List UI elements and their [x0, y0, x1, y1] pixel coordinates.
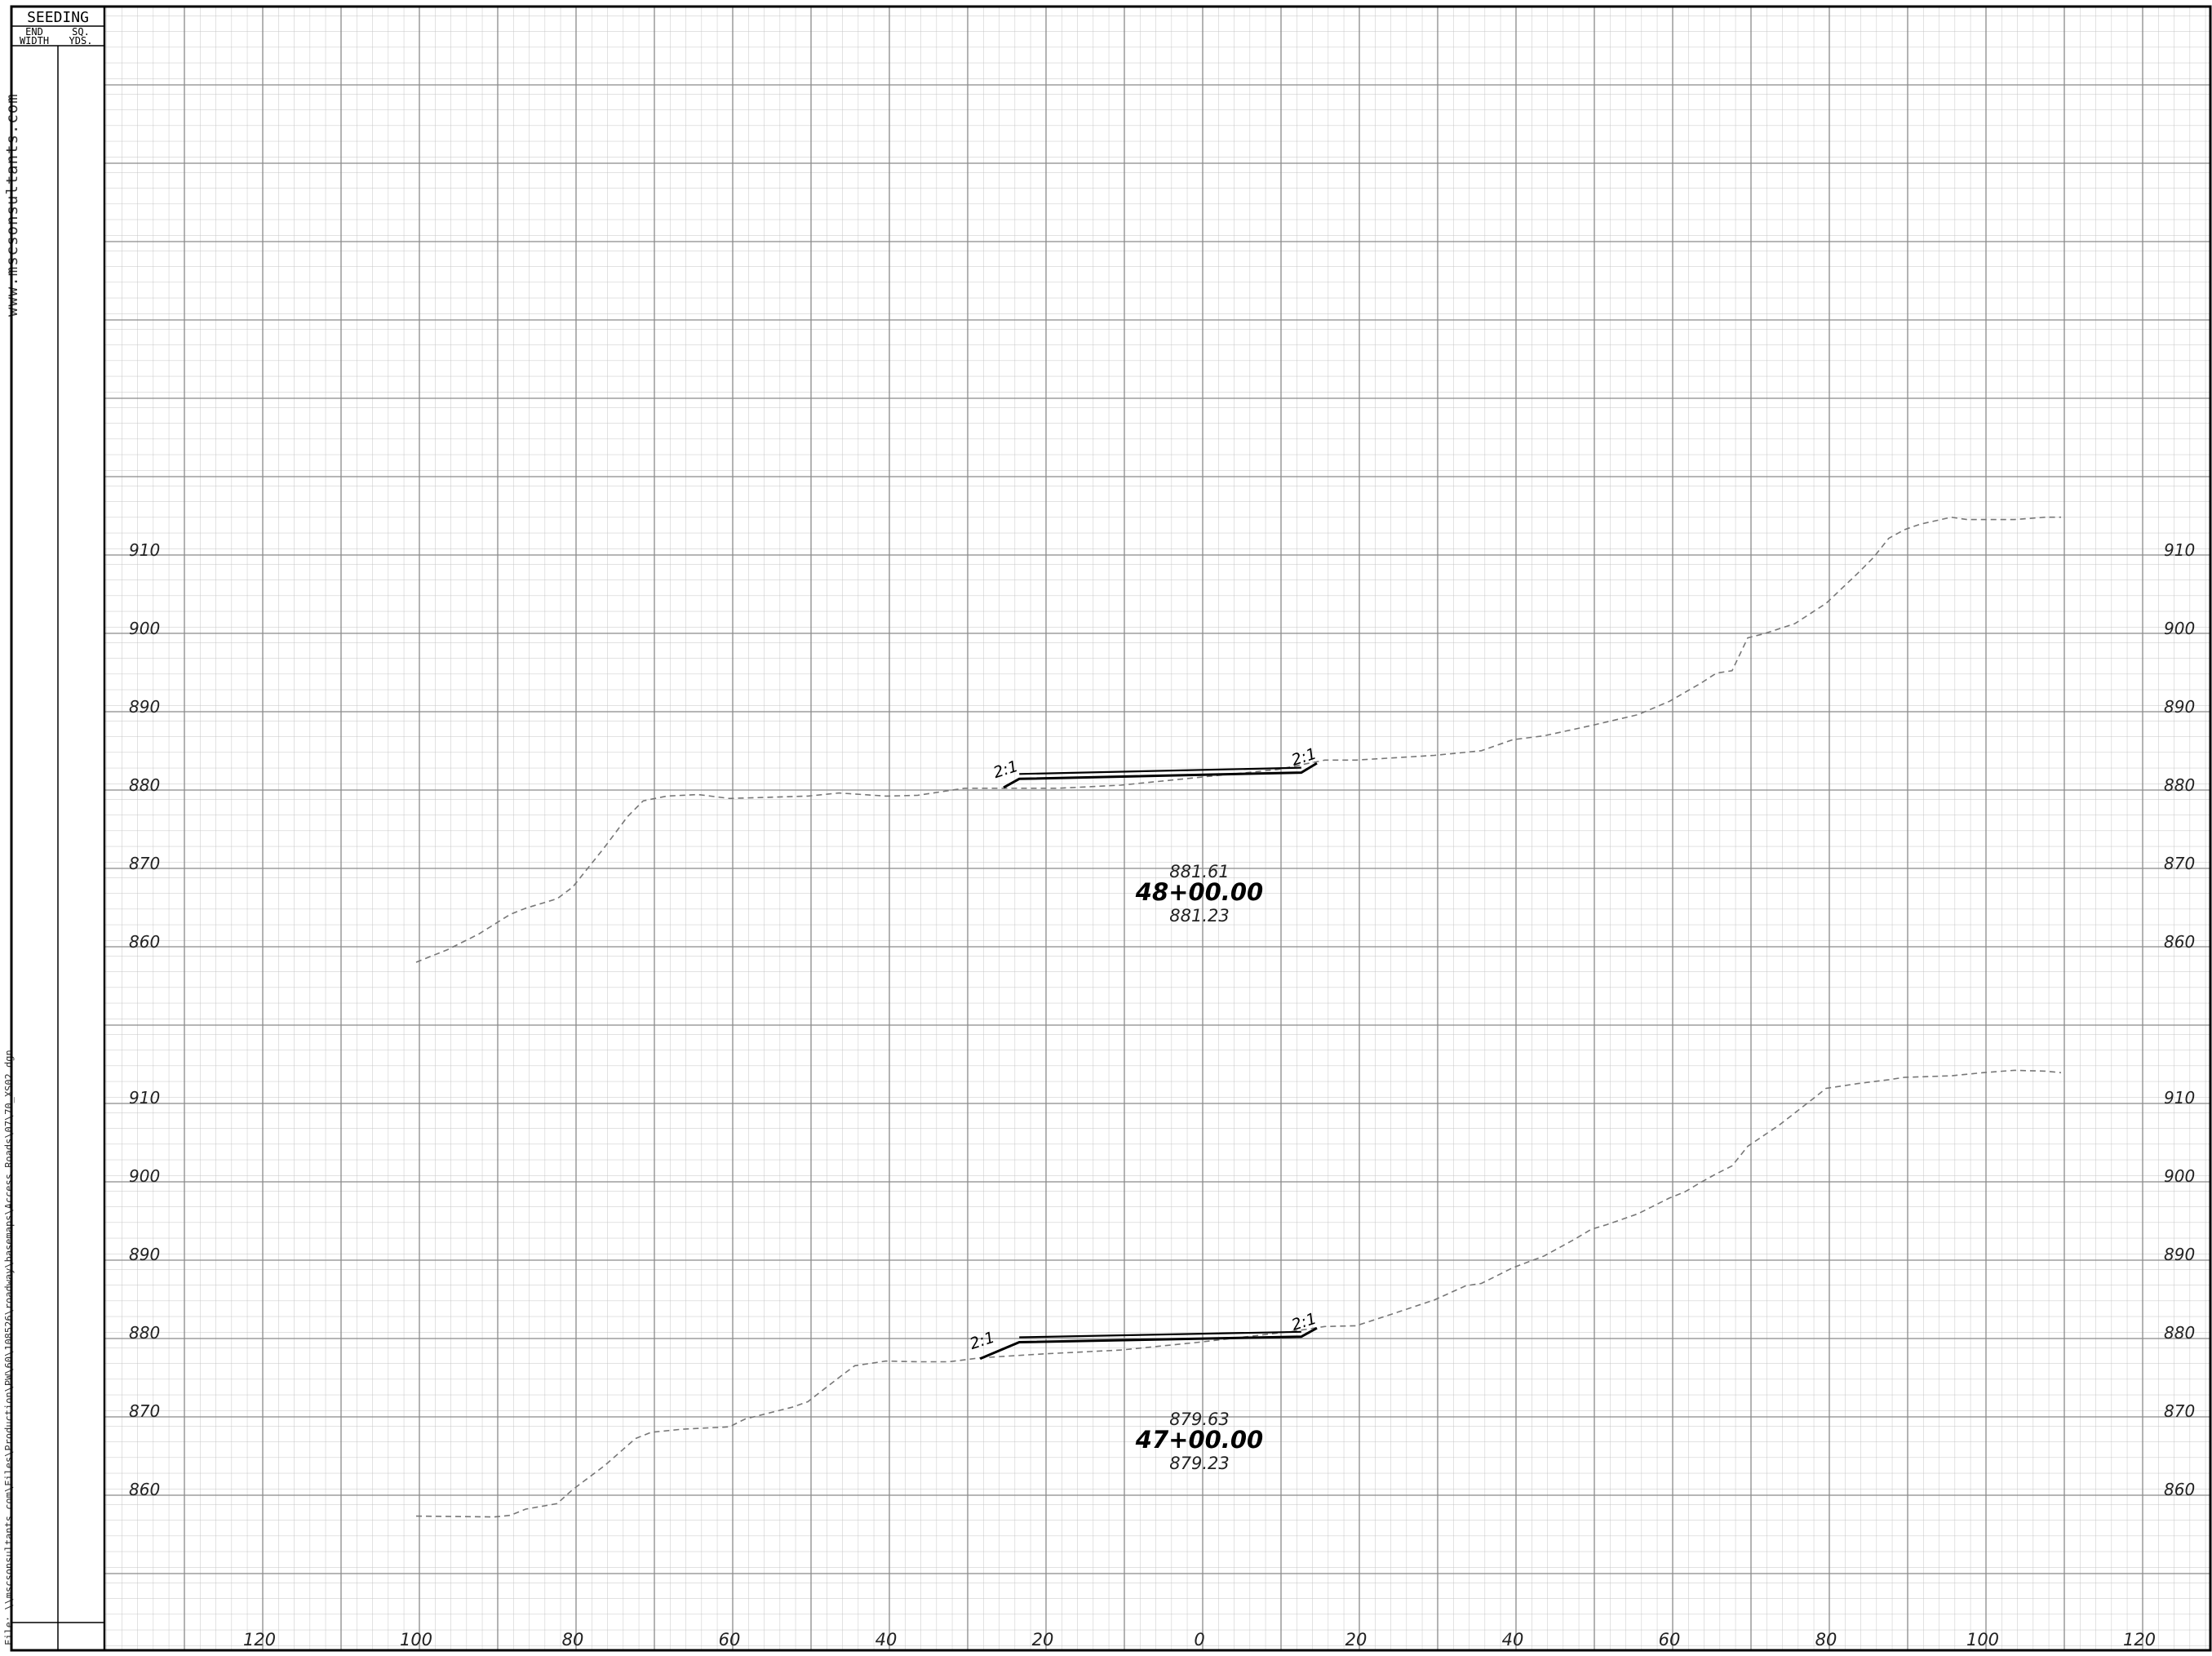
offset-tick-label: 100 — [400, 1630, 432, 1649]
sq-yds-header-line2: YDS. — [69, 35, 93, 47]
offset-tick-label: 120 — [243, 1630, 276, 1649]
station-label: 47+00.00 — [1135, 1426, 1263, 1454]
offset-tick-label: 40 — [875, 1630, 898, 1649]
station-elevation-bottom: 879.23 — [1169, 1454, 1229, 1473]
station-elevation-bottom: 881.23 — [1169, 906, 1229, 926]
offset-tick-label: 80 — [562, 1630, 584, 1649]
elevation-label-left: 900 — [129, 1166, 160, 1186]
elevation-label-right: 880 — [2164, 1323, 2195, 1343]
elevation-label-right: 900 — [2164, 619, 2195, 638]
elevation-label-left: 890 — [129, 697, 160, 717]
station-label: 48+00.00 — [1135, 878, 1263, 906]
elevation-label-left: 870 — [129, 1401, 160, 1421]
offset-tick-label: 20 — [1345, 1630, 1368, 1649]
existing-ground-line — [415, 1069, 2062, 1518]
offset-tick-label: 80 — [1815, 1630, 1837, 1649]
elevation-label-right: 860 — [2164, 1480, 2195, 1499]
elevation-label-left: 880 — [129, 1323, 160, 1343]
seeding-title: SEEDING — [27, 9, 89, 26]
elevation-label-right: 870 — [2164, 854, 2195, 873]
elevation-label-left: 870 — [129, 854, 160, 873]
elevation-label-right: 890 — [2164, 697, 2195, 717]
offset-tick-label: 100 — [1966, 1630, 1999, 1649]
grid-major — [104, 7, 2210, 1650]
existing-ground-line — [415, 516, 2061, 963]
sheet-border — [10, 5, 2212, 1652]
elevation-label-left: 880 — [129, 775, 160, 795]
elevation-label-right: 860 — [2164, 932, 2195, 952]
grid-fine — [104, 7, 2210, 1650]
elevation-label-left: 890 — [129, 1245, 160, 1264]
elevation-label-left: 910 — [129, 1088, 160, 1108]
elevation-label-right: 880 — [2164, 775, 2195, 795]
proposed-pavement-top — [1019, 1330, 1301, 1339]
offset-axis: 120 100 80 60 40 20 0 20 40 60 80 100 120 — [243, 1630, 2156, 1649]
station-elevation-top: 879.63 — [1169, 1410, 1229, 1429]
end-width-header-line2: WIDTH — [20, 35, 49, 47]
proposed-section-line — [1003, 761, 1318, 789]
elevation-label-right: 910 — [2164, 540, 2195, 560]
offset-tick-label: 120 — [2123, 1630, 2156, 1649]
offset-tick-label: 40 — [1502, 1630, 1524, 1649]
elevation-label-left: 900 — [129, 619, 160, 638]
elevation-label-right: 870 — [2164, 1401, 2195, 1421]
seeding-table: SEEDING END WIDTH SQ. YDS. — [20, 9, 93, 47]
sq-yds-header-line1: SQ. — [72, 26, 90, 38]
offset-tick-label: 60 — [719, 1630, 741, 1649]
proposed-section-line — [979, 1326, 1318, 1361]
offset-tick-label: 20 — [1032, 1630, 1054, 1649]
elevation-label-right: 910 — [2164, 1088, 2195, 1108]
offset-tick-label: 0 — [1194, 1630, 1204, 1649]
proposed-pavement-top — [1019, 766, 1301, 775]
elevation-label-left: 860 — [129, 932, 160, 952]
elevation-label-left: 860 — [129, 1480, 160, 1499]
end-width-header-line1: END — [25, 26, 43, 38]
elevation-label-left: 910 — [129, 540, 160, 560]
elevation-label-right: 890 — [2164, 1245, 2195, 1264]
elevation-label-right: 900 — [2164, 1166, 2195, 1186]
station-elevation-top: 881.61 — [1169, 862, 1229, 881]
offset-tick-label: 60 — [1659, 1630, 1681, 1649]
